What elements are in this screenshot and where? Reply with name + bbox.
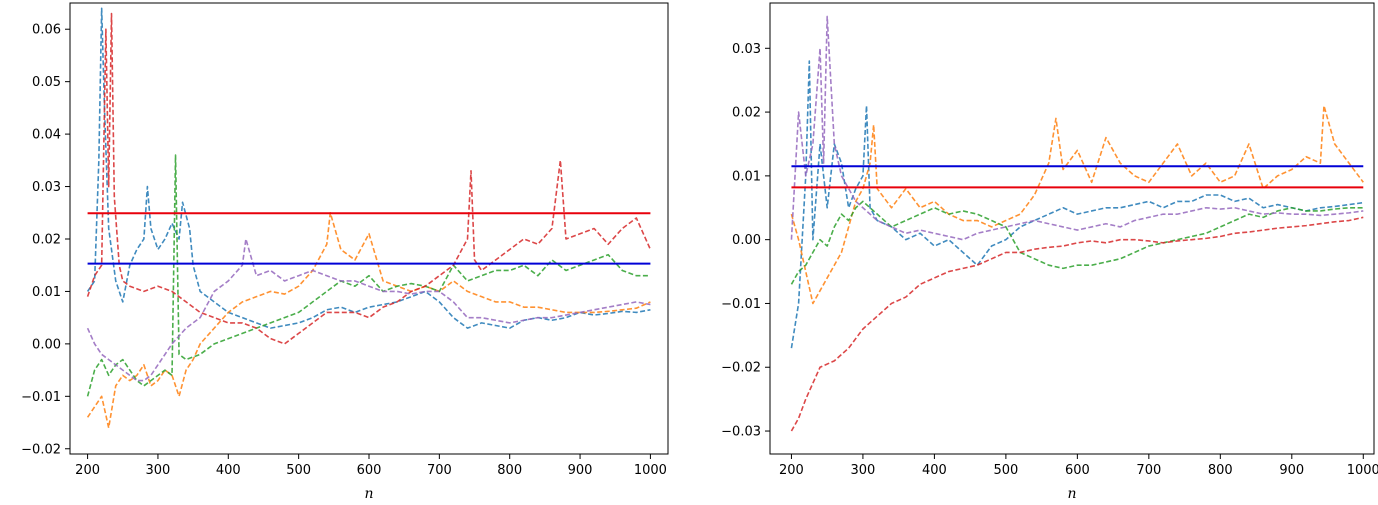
x-tick-label: 700 — [1136, 463, 1161, 478]
y-tick-label: 0.04 — [32, 128, 61, 143]
plot-area — [790, 15, 1364, 432]
series-line-1 — [86, 7, 651, 329]
x-tick-label: 900 — [568, 463, 593, 478]
series-line-2 — [86, 211, 651, 429]
x-tick-label: 1000 — [634, 463, 667, 478]
x-axis-label: n — [364, 486, 373, 502]
y-tick-label: 0.01 — [732, 169, 761, 184]
axes-frame — [69, 2, 669, 455]
x-tick-label: 800 — [1208, 463, 1233, 478]
x-tick-label: 600 — [357, 463, 382, 478]
x-tick-label: 600 — [1065, 463, 1090, 478]
x-tick-label: 400 — [216, 463, 241, 478]
x-tick-label: 1000 — [1347, 463, 1378, 478]
series-line-5 — [86, 238, 651, 382]
y-tick-label: 0.02 — [32, 232, 61, 247]
axes-frame — [769, 2, 1375, 455]
series-line-5 — [790, 15, 1364, 241]
y-tick-label: −0.01 — [721, 297, 761, 312]
y-tick-label: 0.03 — [32, 180, 61, 195]
y-tick-label: −0.02 — [721, 361, 761, 376]
series-line-3 — [86, 154, 651, 397]
series-line-3 — [790, 200, 1364, 285]
x-tick-label: 500 — [993, 463, 1018, 478]
x-axis-label: n — [1067, 486, 1076, 502]
left-chart: 200 300 400 500 600 700 800 900 1000 −0.02 −0.01 0.… — [21, 2, 669, 502]
y-tick-label: 0.06 — [32, 23, 61, 38]
y-tick-label: −0.02 — [21, 442, 61, 457]
x-tick-label: 300 — [146, 463, 171, 478]
y-tick-label: 0.02 — [732, 106, 761, 121]
series-line-2 — [790, 104, 1364, 305]
plot-area — [86, 7, 652, 429]
y-tick-label: 0.05 — [32, 75, 61, 90]
y-tick-label: 0.00 — [732, 233, 761, 248]
x-tick-label: 500 — [286, 463, 311, 478]
x-tick-label: 800 — [497, 463, 522, 478]
y-tick-label: −0.03 — [721, 425, 761, 440]
x-tick-label: 200 — [779, 463, 804, 478]
x-tick-label: 300 — [851, 463, 876, 478]
x-tick-label: 400 — [922, 463, 947, 478]
y-tick-label: −0.01 — [21, 390, 61, 405]
x-tick-label: 200 — [75, 463, 100, 478]
x-tick-label: 900 — [1279, 463, 1304, 478]
x-tick-label: 700 — [427, 463, 452, 478]
y-tick-label: 0.00 — [32, 337, 61, 352]
y-tick-label: 0.01 — [32, 285, 61, 300]
right-chart: 200 300 400 500 600 700 800 900 1000 −0.03 −0.02 −0… — [721, 2, 1378, 502]
y-tick-label: 0.03 — [732, 42, 761, 57]
series-line-1 — [790, 60, 1364, 349]
series-line-4 — [790, 216, 1364, 432]
series-line-4 — [86, 12, 652, 345]
